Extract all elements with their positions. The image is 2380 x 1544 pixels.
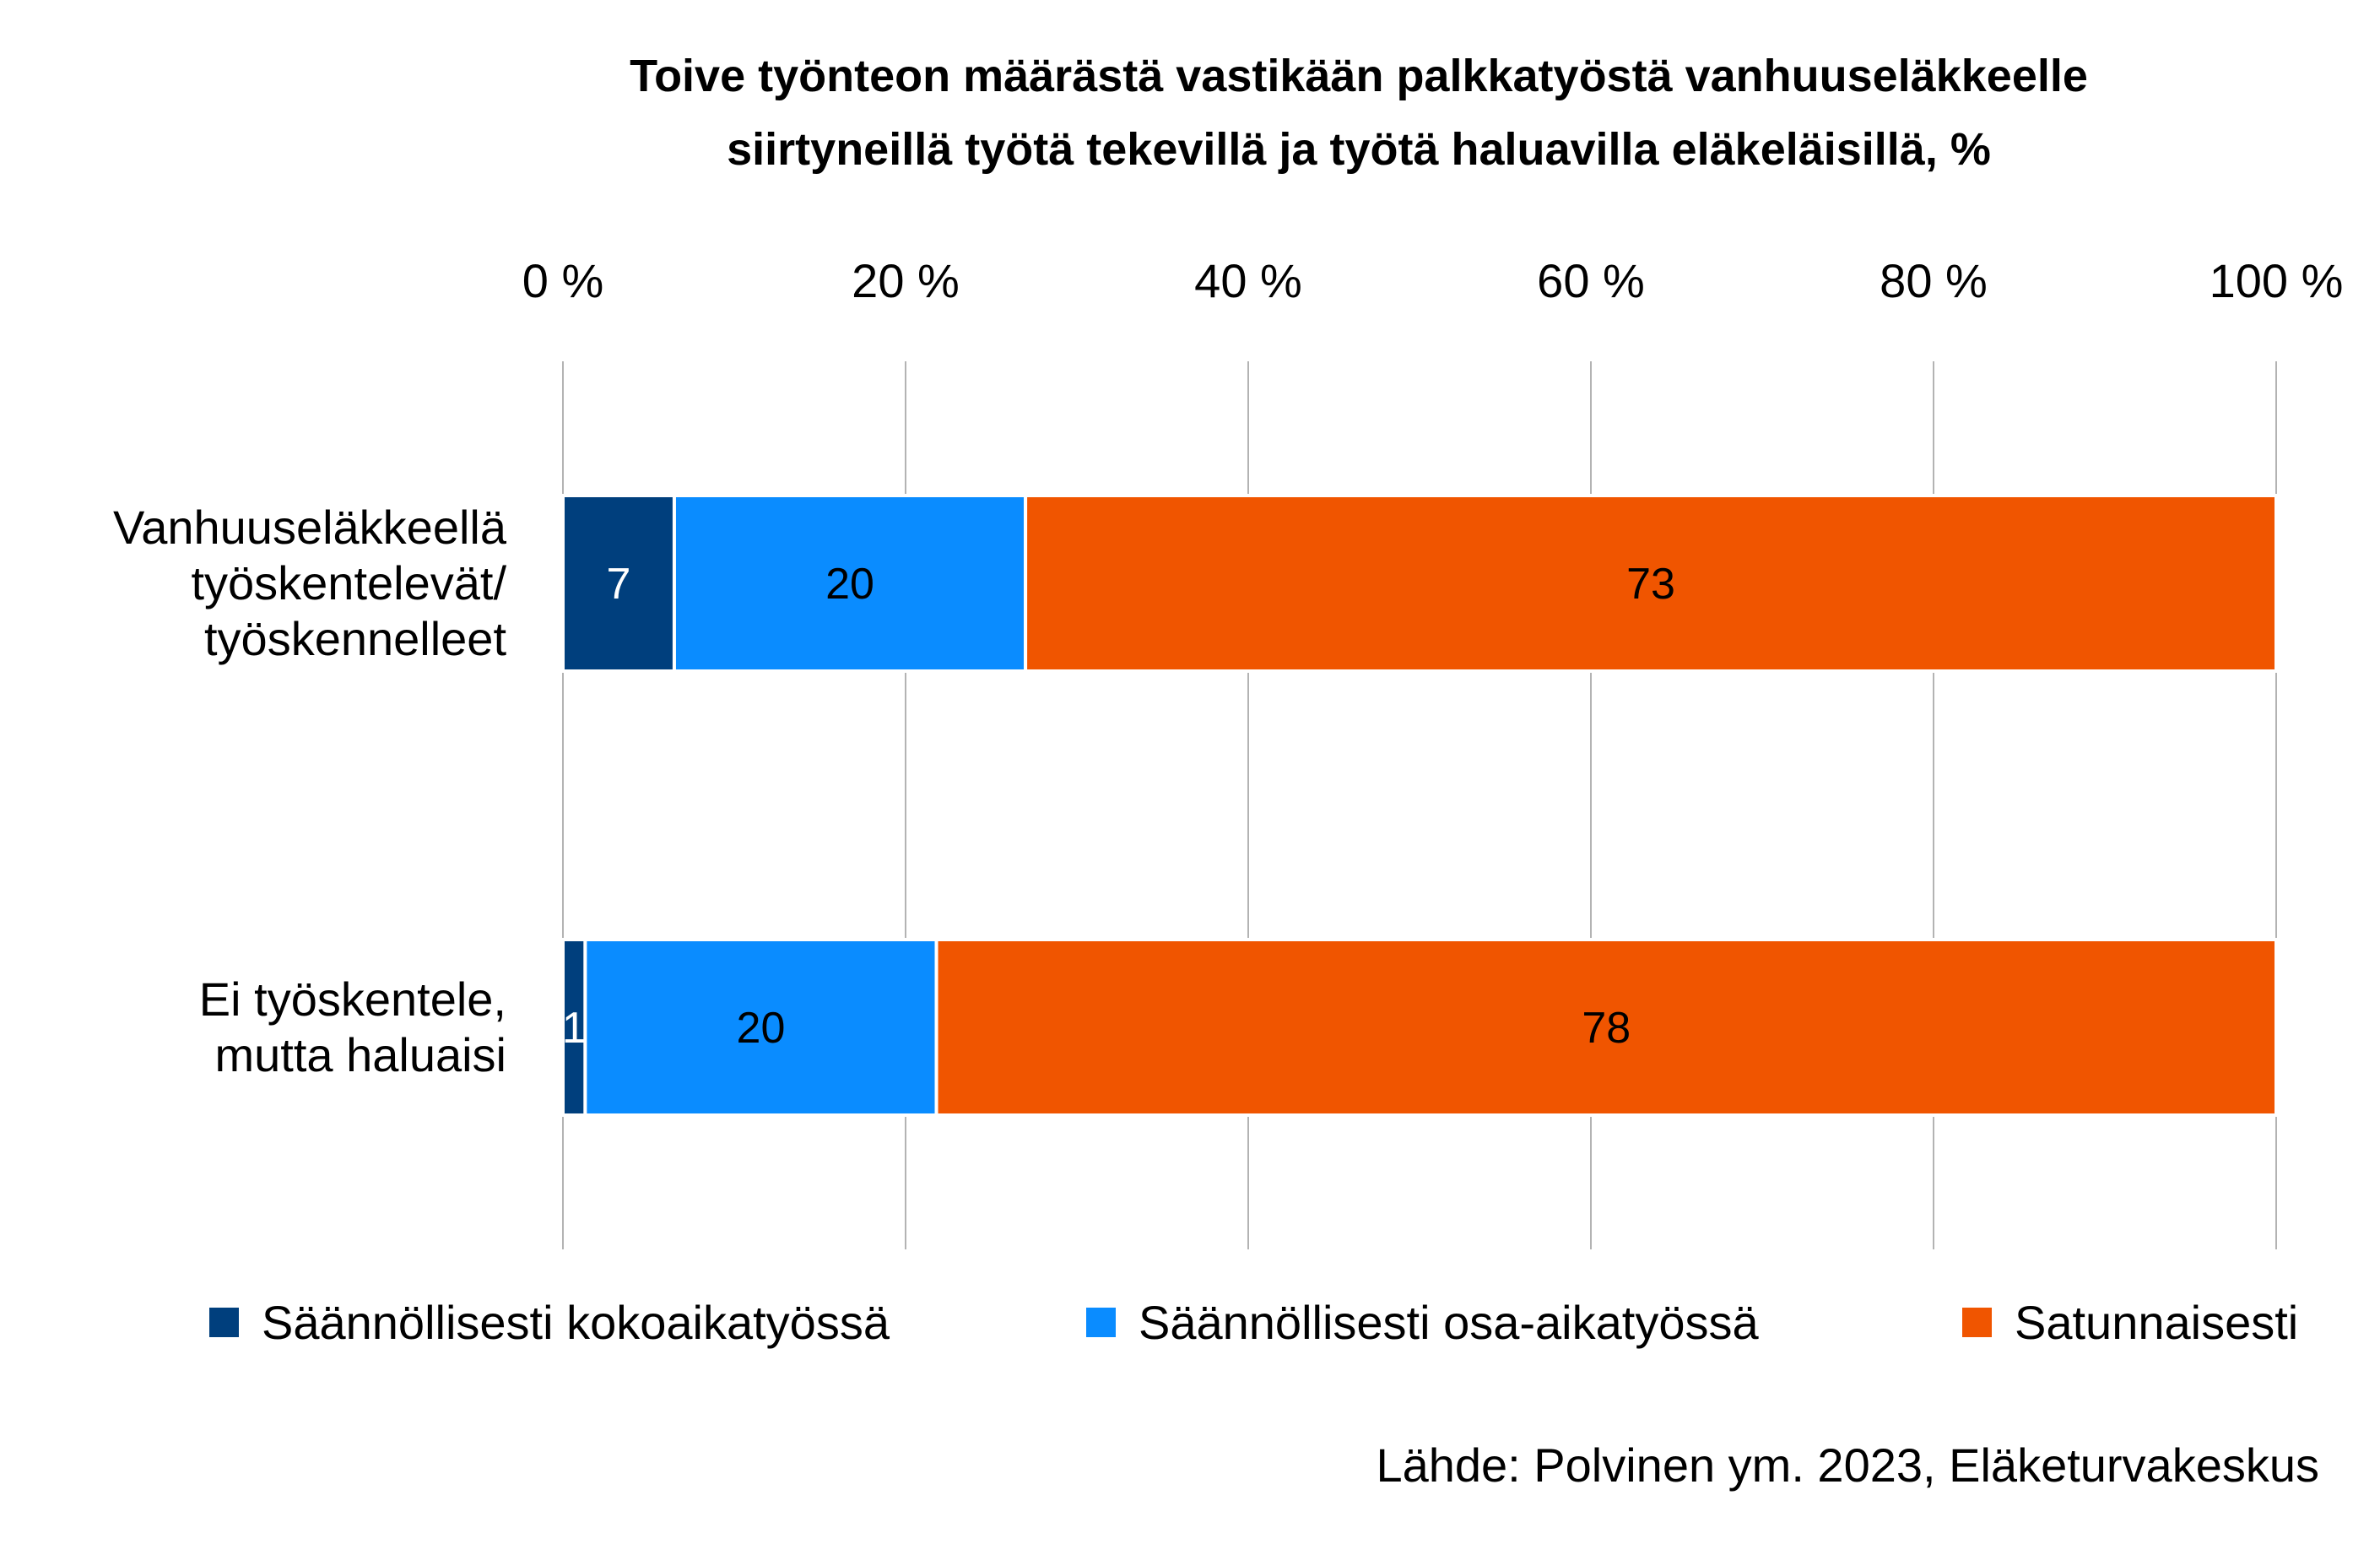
legend-swatch [1086,1308,1116,1337]
x-tick-label: 60 % [1537,254,1645,307]
source-note: Lähde: Polvinen ym. 2023, Eläketurvakesk… [1376,1438,2319,1492]
data-label: 20 [737,1004,786,1053]
x-tick-label: 40 % [1194,254,1302,307]
x-tick-label: 20 % [852,254,960,307]
x-tick-label: 0 % [522,254,604,307]
category-label: Ei työskentele, mutta haluaisi [199,972,506,1081]
legend-label: Säännöllisesti kokoaikatyössä [262,1296,890,1349]
data-label: 7 [607,560,631,609]
bar-segment [1024,494,2278,673]
legend-item: Säännöllisesti kokoaikatyössä [209,1296,890,1349]
x-axis-tick-labels: 0 % 20 % 40 % 60 % 80 % 100 % [522,254,2344,307]
legend-label: Säännöllisesti osa-aikatyössä [1139,1296,1759,1349]
chart-title-line-1: Toive työnteon määrästä vastikään palkka… [630,51,2088,101]
bar-segment [583,938,938,1117]
x-tick-label: 80 % [1880,254,1988,307]
legend-swatch [209,1308,239,1337]
data-label: 20 [825,560,874,609]
x-tick-label: 100 % [2210,254,2344,307]
legend-label: Satunnaisesti [2015,1296,2298,1349]
legend-swatch [1962,1308,1992,1337]
data-label: 1 [562,1004,587,1053]
legend-item: Satunnaisesti [1962,1296,2298,1349]
bar-segment [934,938,2278,1117]
category-label: Vanhuuseläkkeellä työskentelevät/työskenn… [113,501,507,665]
chart-title: Toive työnteon määrästä vastikään palkka… [630,51,2088,175]
data-label: 73 [1626,560,1675,609]
bars: 7 20 73 1 20 78 [561,494,2278,1117]
category-labels: Vanhuuseläkkeellä työskentelevät/työskenn… [113,501,507,1081]
bar-segment [561,494,676,673]
legend-item: Säännöllisesti osa-aikatyössä [1086,1296,1759,1349]
data-label: 78 [1582,1004,1631,1053]
legend: Säännöllisesti kokoaikatyössä Säännöllise… [209,1296,2298,1349]
bar-segment [561,938,587,1117]
chart-title-line-2: siirtyneillä työtä tekevillä ja työtä ha… [727,124,1991,175]
